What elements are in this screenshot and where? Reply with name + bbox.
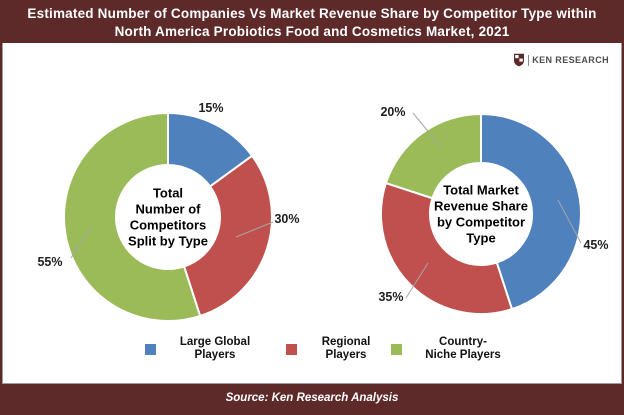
- legend-swatch-country-niche-players: [391, 344, 402, 355]
- slice-percent-label-regional-players: 30%: [274, 212, 299, 226]
- donut-slice-regional-players: [380, 182, 513, 315]
- label-leader-line: [412, 112, 441, 147]
- legend-item-country-niche-players: Country- Niche Players: [391, 336, 519, 362]
- donut-center-title: Total Number of Competitors Split by Type: [128, 186, 208, 249]
- donut-slice-country-niche-players: [63, 112, 202, 322]
- legend-label-country-niche-players: Country- Niche Players: [425, 336, 501, 361]
- legend-item-large-global-players: Large Global Players: [145, 336, 269, 362]
- label-leader-line: [235, 221, 274, 238]
- donut-slice-large-global-players: [480, 113, 582, 311]
- title-line-2: North America Probiotics Food and Cosmet…: [114, 23, 510, 39]
- shield-icon: [514, 53, 525, 67]
- legend-item-regional-players: Regional Players: [286, 336, 390, 362]
- title-line-1: Estimated Number of Companies Vs Market …: [27, 5, 597, 21]
- source-bar: Source: Ken Research Analysis: [2, 383, 622, 413]
- donut-center-title: Total Market Revenue Share by Competitor Ty…: [434, 183, 528, 246]
- legend-swatch-regional-players: [286, 344, 297, 355]
- chart-area: 15% 30% 55% Total Number of Competitors Split …: [2, 43, 622, 383]
- logo-divider: [528, 54, 530, 66]
- source-text: Source: Ken Research Analysis: [225, 392, 399, 404]
- slice-percent-label-country-niche-players: 55%: [37, 255, 62, 269]
- slice-percent-label-large-global-players: 15%: [198, 101, 223, 115]
- donut-charts-canvas: 15% 30% 55% Total Number of Competitors Split …: [37, 101, 609, 322]
- legend-label-large-global-players: Large Global Players: [179, 336, 251, 361]
- logo-text: KEN RESEARCH: [532, 55, 609, 65]
- label-leader-line: [405, 262, 429, 299]
- title-bar: Estimated Number of Companies Vs Market …: [2, 2, 622, 43]
- slice-percent-label-regional-players: 35%: [378, 290, 403, 304]
- label-leader-line: [70, 227, 92, 259]
- ken-research-logo: KEN RESEARCH: [513, 53, 609, 67]
- donut-chart-total-number-of-competitors-split-by-type: 15% 30% 55% Total Number of Competitors Split …: [37, 101, 300, 322]
- donut-slice-country-niche-players: [384, 113, 482, 200]
- donut-slice-regional-players: [183, 154, 273, 317]
- donut-chart-total-market-revenue-share-by-competitor-type: 45% 35% 20% Total Market Revenue Share by Com…: [378, 105, 609, 315]
- label-leader-line: [557, 199, 582, 244]
- legend-label-regional-players: Regional Players: [321, 336, 371, 361]
- legend-swatch-large-global-players: [145, 344, 156, 355]
- slice-percent-label-country-niche-players: 20%: [380, 105, 405, 119]
- slice-percent-label-large-global-players: 45%: [583, 238, 608, 252]
